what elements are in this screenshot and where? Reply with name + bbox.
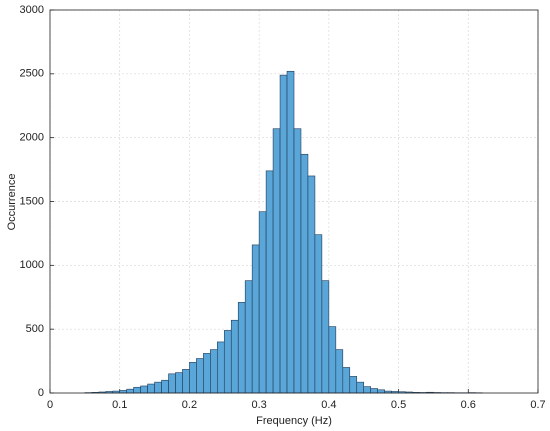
bar: [251, 244, 260, 394]
x-tick-label: 0.3: [251, 399, 266, 411]
bar: [370, 388, 378, 394]
bar: [279, 74, 288, 394]
bar: [223, 330, 232, 394]
x-tick-label: 0.2: [182, 399, 197, 411]
y-tick-label: 2500: [20, 68, 44, 80]
y-axis-label: Occurrence: [6, 174, 18, 231]
bar: [182, 369, 190, 394]
bar: [363, 386, 371, 394]
bar: [300, 153, 309, 394]
bar: [168, 373, 176, 394]
y-tick-label: 2000: [20, 132, 44, 144]
bar: [147, 383, 155, 394]
x-axis-label: Frequency (Hz): [256, 415, 332, 427]
y-tick-label: 1000: [20, 259, 44, 271]
bar: [286, 70, 295, 394]
x-tick-label: 0: [47, 399, 53, 411]
bar: [154, 381, 162, 394]
bar: [196, 358, 204, 394]
bar: [244, 280, 253, 394]
bar: [133, 386, 141, 394]
bar: [307, 175, 316, 394]
bar: [265, 170, 274, 394]
bar: [328, 326, 337, 394]
bar: [189, 362, 197, 394]
y-tick-label: 3000: [20, 4, 44, 16]
x-tick-label: 0.7: [530, 399, 545, 411]
x-tick-label: 0.4: [321, 399, 336, 411]
x-tick-label: 0.5: [391, 399, 406, 411]
bar: [161, 379, 169, 394]
bar: [293, 128, 302, 394]
bar: [342, 367, 351, 394]
bar: [175, 372, 183, 394]
bar: [335, 349, 344, 394]
bar: [210, 349, 218, 394]
y-tick-label: 0: [38, 387, 44, 399]
bar: [126, 388, 134, 394]
y-tick-label: 500: [26, 323, 44, 335]
plot-frame: [49, 9, 539, 394]
bar: [349, 376, 358, 394]
bar: [230, 319, 239, 394]
x-tick-label: 0.6: [461, 399, 476, 411]
bar: [356, 381, 365, 394]
bar: [377, 389, 385, 394]
bar: [321, 280, 330, 394]
bar: [140, 385, 148, 394]
y-tick-label: 1500: [20, 195, 44, 207]
bar: [314, 234, 323, 394]
bar: [272, 128, 281, 394]
x-tick-label: 0.1: [112, 399, 127, 411]
bar: [258, 211, 267, 394]
bar: [203, 353, 211, 394]
bar: [217, 341, 225, 394]
bar: [237, 302, 246, 394]
